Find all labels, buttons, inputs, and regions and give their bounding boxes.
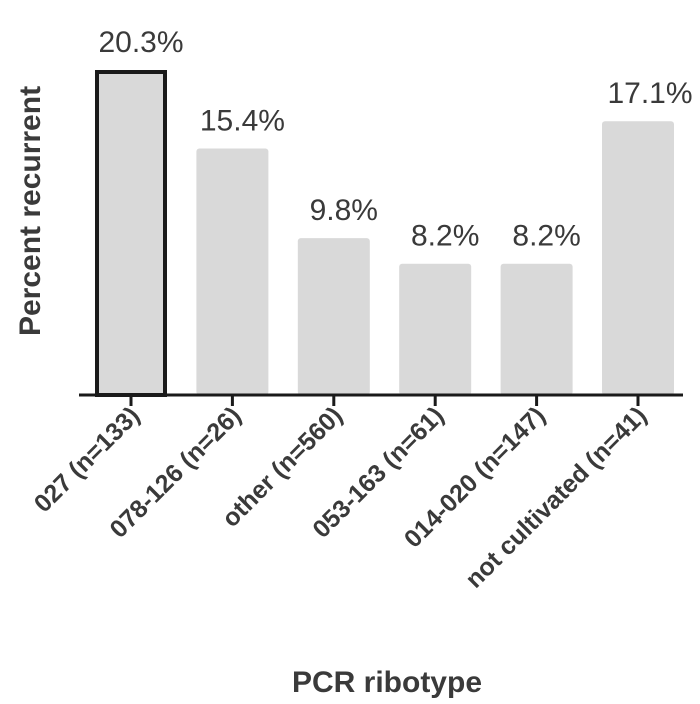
value-label-2: 15.4% (200, 104, 285, 137)
bar-5 (500, 263, 573, 395)
y-axis-title: Percent recurrent (14, 86, 47, 336)
value-labels-group: 20.3% 15.4% 9.8% 8.2% 8.2% 17.1% (98, 26, 692, 253)
x-tick-labels-group: 027 (n=133)078-126 (n=26)other (n=560)05… (29, 401, 653, 593)
value-label-3: 9.8% (310, 194, 378, 227)
value-label-6: 17.1% (607, 77, 692, 110)
bar-6 (602, 121, 674, 395)
value-label-4: 8.2% (411, 220, 479, 253)
value-label-1: 20.3% (98, 26, 183, 59)
x-ticks-group (129, 395, 640, 406)
x-tick-label-6: not cultivated (n=41) (460, 401, 652, 593)
bar-4 (399, 263, 472, 395)
x-axis-title: PCR ribotype (292, 666, 482, 699)
bars-group (95, 70, 674, 397)
bar-3 (297, 238, 370, 395)
bar-2 (196, 148, 269, 395)
bar-1 (95, 70, 167, 397)
value-label-5: 8.2% (512, 220, 580, 253)
